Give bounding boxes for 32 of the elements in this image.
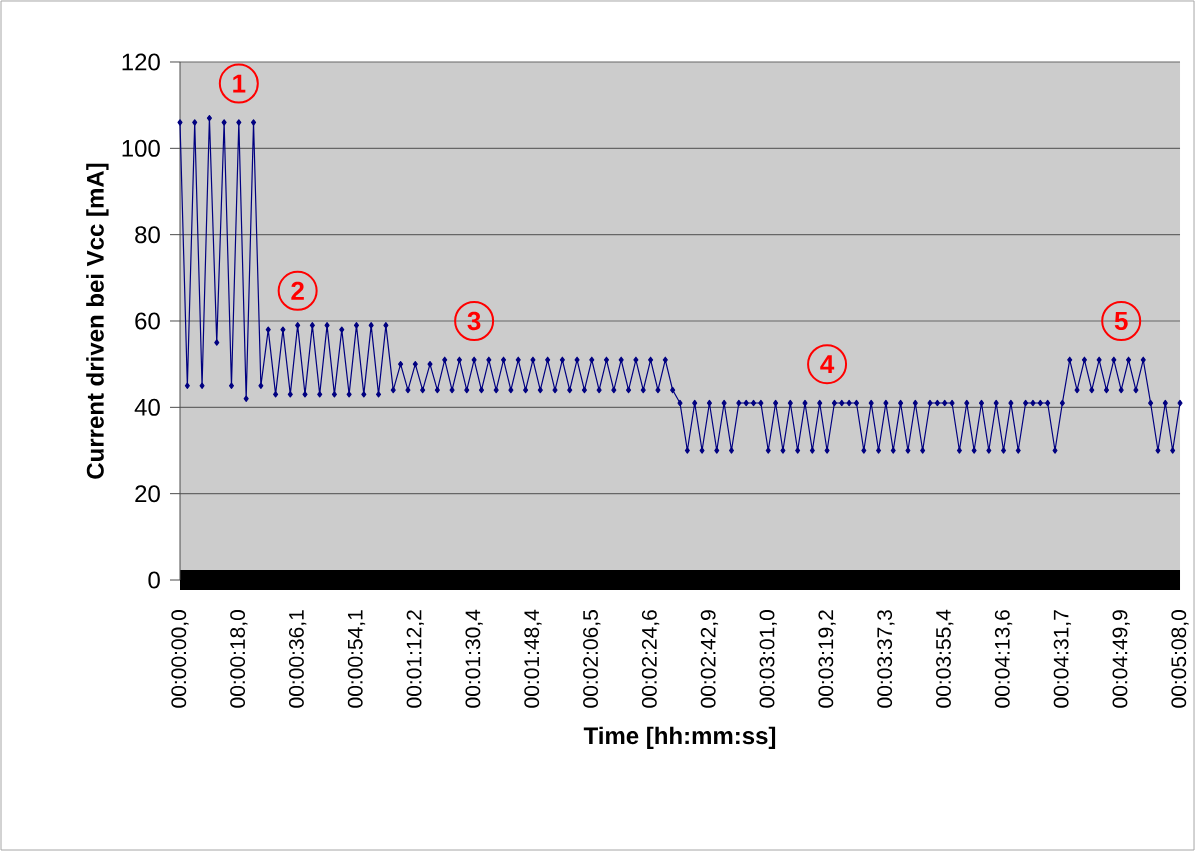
x-tick-label: 00:02:42,9 [700,610,719,708]
x-tick-label: 00:03:19,2 [818,610,836,708]
x-tick-label: 00:03:55,4 [936,609,954,708]
x-tick-label: 00:02:06,5 [583,610,601,708]
annotation: 3 [467,311,481,331]
x-tick-label: 00:02:24,6 [641,610,660,708]
y-axis-title: Current driven bei Vcc [mA] [86,163,109,479]
x-tick-label: 00:03:01,0 [759,610,777,708]
annotation: 5 [1114,311,1128,331]
x-tick-label: 00:01:12,2 [406,610,424,708]
y-tick-label: 0 [148,571,160,589]
x-tick-label: 00:00:54,1 [347,610,366,708]
x-tick-label: 00:01:48,4 [524,609,542,708]
x-axis-title: Time [hh:mm:ss] [583,726,776,750]
annotation: 2 [291,281,304,300]
x-tick-label: 00:01:30,4 [465,609,483,708]
x-tick-label: 00:00:00,0 [171,610,189,708]
y-tick-label: 120 [122,53,160,71]
y-tick-label: 60 [135,312,160,330]
y-tick-label: 40 [134,398,160,416]
x-tick-label: 00:04:13,6 [994,610,1013,708]
y-tick-label: 100 [122,139,160,157]
y-tick-label: 20 [135,485,160,503]
x-tick-label: 00:04:31,7 [1053,610,1072,708]
x-tick-label: 00:03:37,3 [877,610,895,708]
x-tick-label: 00:04:49,9 [1112,610,1130,708]
annotation: 4 [820,355,835,374]
x-tick-label: 00:00:36,1 [288,610,307,708]
x-tick-label: 00:00:18,0 [230,610,248,708]
y-tick-label: 80 [135,226,160,244]
annotation: 1 [233,74,246,93]
x-tick-label: 00:05:08,0 [1171,610,1189,708]
